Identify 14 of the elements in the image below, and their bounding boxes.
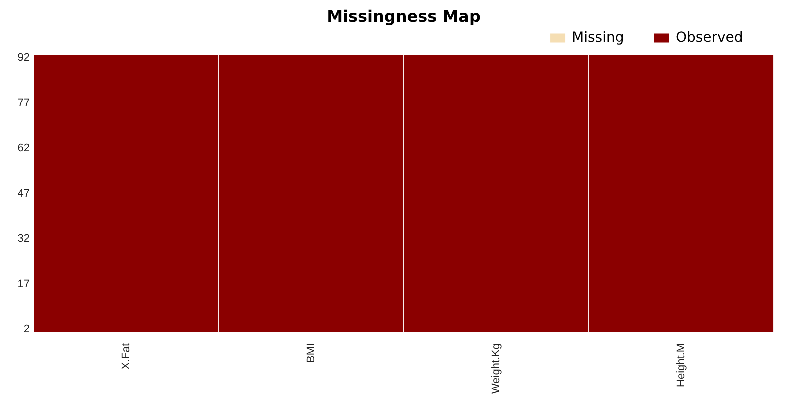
x-tick-label: Height.M — [676, 343, 688, 388]
text: 47 — [18, 188, 30, 200]
text: 62 — [18, 142, 30, 155]
legend-label: Missing — [572, 30, 651, 46]
text: 32 — [18, 233, 30, 246]
legend-label: Observed — [676, 30, 770, 46]
x-tick-label: X.Fat — [120, 343, 133, 370]
x-tick-label: BMI — [306, 343, 318, 364]
x-tick-label: Weight.Kg — [490, 343, 503, 394]
text: 77 — [18, 97, 30, 110]
chart-title: Missingness Map — [327, 6, 481, 26]
text: 2 — [24, 323, 30, 336]
text: 92 — [18, 52, 30, 64]
text: 17 — [18, 278, 30, 290]
